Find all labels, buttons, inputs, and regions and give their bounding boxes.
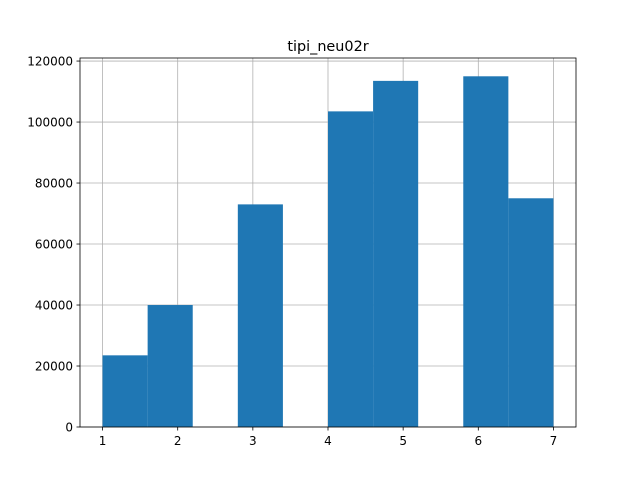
y-tick-label: 40000: [35, 298, 73, 312]
y-tick-label: 20000: [35, 359, 73, 373]
y-tick-label: 60000: [35, 237, 73, 251]
y-tick-label: 120000: [27, 54, 73, 68]
histogram-bar: [147, 305, 193, 427]
x-tick-label: 4: [324, 434, 332, 448]
histogram-bar: [102, 355, 148, 427]
y-tick-label: 80000: [35, 176, 73, 190]
x-axis-ticks: 1 2 3 4 5 6 7: [99, 427, 558, 448]
x-tick-label: 7: [550, 434, 558, 448]
histogram-bars: [102, 76, 554, 428]
x-tick-label: 1: [99, 434, 107, 448]
histogram-bar: [237, 204, 283, 427]
x-tick-label: 5: [399, 434, 407, 448]
y-tick-label: 0: [65, 420, 73, 434]
histogram-bar: [328, 111, 374, 427]
histogram-bar: [373, 80, 419, 428]
y-axis-ticks: 0 20000 40000 60000 80000 100000 120000: [27, 54, 80, 434]
chart-title: tipi_neu02r: [287, 39, 368, 55]
x-tick-label: 3: [249, 434, 257, 448]
histogram-bar: [463, 76, 509, 428]
histogram-bar: [508, 198, 554, 427]
y-tick-label: 100000: [27, 115, 73, 129]
x-tick-label: 2: [174, 434, 182, 448]
x-tick-label: 6: [474, 434, 482, 448]
